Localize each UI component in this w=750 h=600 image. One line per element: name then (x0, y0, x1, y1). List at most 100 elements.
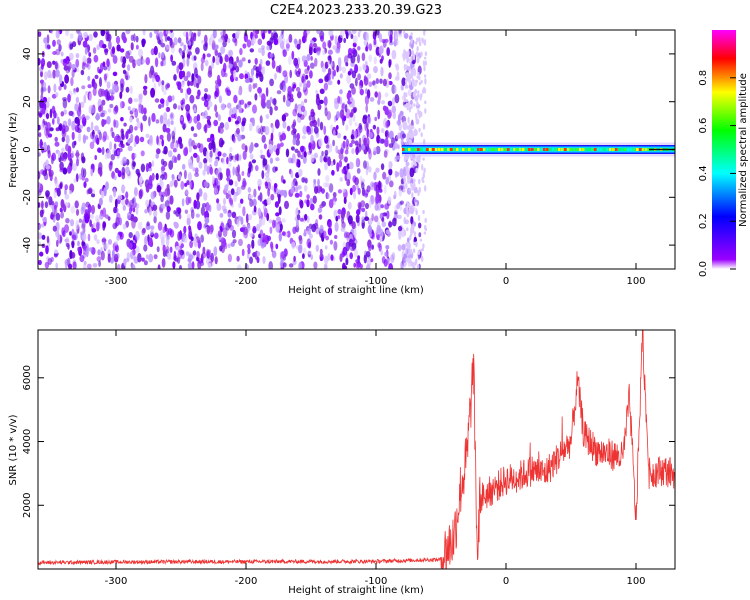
heatmap-cell (259, 149, 263, 154)
heatmap-cell (88, 33, 93, 42)
heatmap-cell (254, 142, 259, 148)
heatmap-cell (266, 40, 272, 46)
heatmap-cell (220, 222, 225, 231)
heatmap-cell (423, 167, 426, 174)
heatmap-cell (109, 160, 113, 166)
heatmap-cell (81, 241, 86, 246)
heatmap-cell (183, 147, 189, 157)
heatmap-cell (108, 40, 112, 50)
heatmap-cell (411, 49, 414, 57)
signal-core-cell (429, 148, 432, 151)
heatmap-cell (324, 162, 328, 171)
heatmap-cell (156, 135, 159, 145)
heatmap-cell (248, 214, 253, 221)
heatmap-cell (203, 100, 209, 108)
heatmap-cell (302, 125, 308, 135)
heatmap-cell (170, 54, 174, 63)
heatmap-cell (319, 99, 324, 104)
heatmap-cell (93, 54, 99, 63)
heatmap-cell (65, 217, 70, 224)
heatmap-cell (155, 173, 159, 181)
heatmap-cell (380, 250, 384, 256)
heatmap-cell (306, 194, 310, 200)
heatmap-cell (199, 261, 205, 267)
heatmap-cell (207, 121, 212, 126)
heatmap-cell (327, 39, 332, 48)
heatmap-cell (410, 248, 413, 255)
heatmap-cell (107, 239, 113, 245)
heatmap-cell (215, 111, 219, 118)
heatmap-cell (306, 227, 312, 235)
heatmap-cell (85, 91, 88, 96)
heatmap-cell (102, 119, 107, 125)
heatmap-cell (111, 131, 115, 139)
heatmap-cell (60, 51, 64, 57)
heatmap-cell (79, 255, 85, 263)
heatmap-cell (130, 42, 134, 51)
heatmap-cell (117, 170, 122, 178)
heatmap-cell (295, 138, 301, 146)
heatmap-cell (86, 263, 92, 269)
heatmap-cell (424, 224, 427, 231)
heatmap-cell (69, 158, 73, 167)
heatmap-cell (261, 45, 265, 50)
signal-core-cell (486, 148, 489, 151)
heatmap-cell (109, 103, 114, 109)
heatmap-cell (255, 125, 260, 134)
heatmap-cell (361, 52, 366, 62)
heatmap-cell (236, 255, 240, 262)
heatmap-cell (394, 63, 399, 69)
heatmap-cell (188, 180, 192, 189)
heatmap-cell (232, 136, 236, 144)
heatmap-cell (269, 78, 274, 87)
heatmap-cell (253, 65, 257, 71)
heatmap-cell (71, 150, 75, 159)
heatmap-cell (289, 158, 294, 164)
heatmap-cell (384, 252, 388, 257)
heatmap-cell (47, 96, 51, 102)
heatmap-cell (296, 214, 301, 221)
heatmap-cell (291, 241, 296, 249)
heatmap-cell (361, 207, 366, 213)
heatmap-cell (161, 138, 164, 147)
heatmap-cell (416, 101, 419, 107)
heatmap-cell (292, 83, 296, 89)
heatmap-cell (415, 51, 419, 56)
heatmap-cell (77, 240, 80, 247)
heatmap-cell (422, 60, 426, 67)
heatmap-cell (78, 218, 82, 223)
heatmap-cell (238, 89, 241, 96)
heatmap-cell (419, 238, 423, 242)
heatmap-cell (320, 35, 324, 42)
heatmap-cell (311, 223, 317, 233)
heatmap-cell (58, 183, 63, 190)
heatmap-cell (235, 166, 239, 177)
heatmap-cell (98, 88, 103, 98)
heatmap-cell (323, 96, 328, 106)
heatmap-cell (161, 258, 166, 268)
heatmap-cell (100, 112, 105, 118)
heatmap-cell (114, 221, 118, 228)
heatmap-cell (352, 175, 357, 183)
colorbar-label: Normalized spectral amplitude (738, 73, 749, 227)
heatmap-cell (279, 189, 285, 196)
heatmap-y-tick-label: -20 (22, 189, 33, 205)
heatmap-cell (406, 227, 409, 232)
heatmap-cell (256, 223, 261, 232)
heatmap-cell (331, 169, 335, 176)
heatmap-cell (275, 223, 280, 233)
heatmap-cell (420, 93, 423, 98)
heatmap-cell (393, 194, 396, 200)
heatmap-cell (167, 150, 173, 158)
heatmap-cell (88, 52, 92, 57)
heatmap-cell (395, 35, 398, 40)
colorbar-tick-label: 0.6 (698, 118, 709, 134)
heatmap-cell (241, 171, 245, 176)
signal-core-cell (411, 148, 414, 151)
heatmap-cell (403, 156, 407, 163)
heatmap-cell (133, 187, 138, 197)
heatmap-cell (197, 221, 202, 231)
heatmap-cell (94, 215, 100, 222)
colorbar-gradient (712, 30, 736, 269)
heatmap-cell (329, 124, 334, 131)
